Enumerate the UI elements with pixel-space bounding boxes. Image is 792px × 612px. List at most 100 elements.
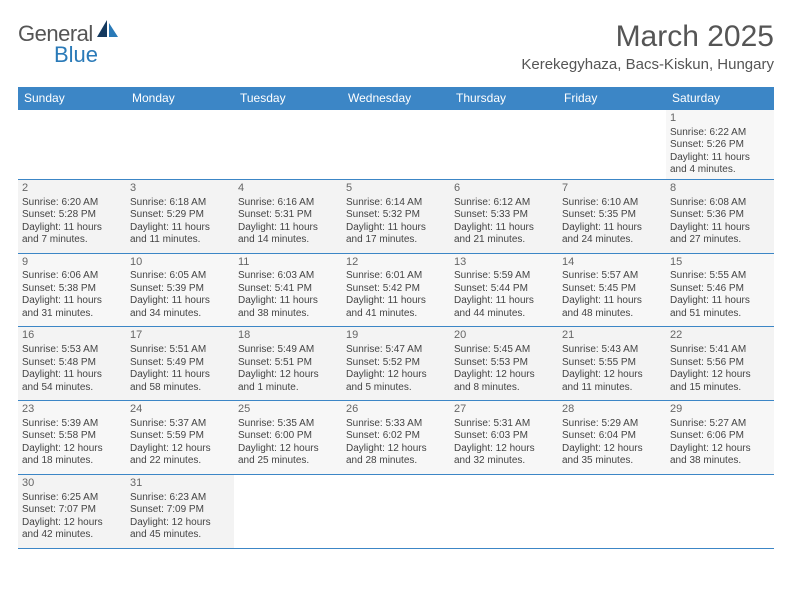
- calendar-day-cell: [666, 474, 774, 548]
- weekday-header: Saturday: [666, 87, 774, 110]
- day-number: 6: [454, 182, 554, 196]
- calendar-week-row: 2Sunrise: 6:20 AMSunset: 5:28 PMDaylight…: [18, 179, 774, 253]
- weekday-header: Sunday: [18, 87, 126, 110]
- daylight-text: and 17 minutes.: [346, 234, 446, 247]
- daylight-text: Daylight: 11 hours: [346, 222, 446, 235]
- day-number: 23: [22, 403, 122, 417]
- daylight-text: and 21 minutes.: [454, 234, 554, 247]
- daylight-text: Daylight: 11 hours: [130, 369, 230, 382]
- calendar-table: Sunday Monday Tuesday Wednesday Thursday…: [18, 87, 774, 549]
- calendar-day-cell: 2Sunrise: 6:20 AMSunset: 5:28 PMDaylight…: [18, 179, 126, 253]
- calendar-day-cell: 27Sunrise: 5:31 AMSunset: 6:03 PMDayligh…: [450, 401, 558, 475]
- location-label: Kerekegyhaza, Bacs-Kiskun, Hungary: [521, 56, 774, 73]
- daylight-text: and 4 minutes.: [670, 164, 770, 177]
- day-number: 30: [22, 477, 122, 491]
- calendar-day-cell: 26Sunrise: 5:33 AMSunset: 6:02 PMDayligh…: [342, 401, 450, 475]
- calendar-day-cell: 13Sunrise: 5:59 AMSunset: 5:44 PMDayligh…: [450, 253, 558, 327]
- day-number: 3: [130, 182, 230, 196]
- day-number: 26: [346, 403, 446, 417]
- daylight-text: and 11 minutes.: [130, 234, 230, 247]
- daylight-text: Daylight: 12 hours: [130, 443, 230, 456]
- sunset-text: Sunset: 5:32 PM: [346, 209, 446, 222]
- daylight-text: and 27 minutes.: [670, 234, 770, 247]
- daylight-text: and 15 minutes.: [670, 382, 770, 395]
- calendar-day-cell: 21Sunrise: 5:43 AMSunset: 5:55 PMDayligh…: [558, 327, 666, 401]
- daylight-text: and 1 minute.: [238, 382, 338, 395]
- sunrise-text: Sunrise: 6:12 AM: [454, 197, 554, 210]
- sunset-text: Sunset: 5:28 PM: [22, 209, 122, 222]
- sail-icon: [97, 20, 119, 38]
- sunrise-text: Sunrise: 6:18 AM: [130, 197, 230, 210]
- daylight-text: and 58 minutes.: [130, 382, 230, 395]
- daylight-text: and 11 minutes.: [562, 382, 662, 395]
- calendar-day-cell: 24Sunrise: 5:37 AMSunset: 5:59 PMDayligh…: [126, 401, 234, 475]
- sunset-text: Sunset: 5:58 PM: [22, 430, 122, 443]
- header: General March 2025 Kerekegyhaza, Bacs-Ki…: [18, 20, 774, 81]
- daylight-text: Daylight: 12 hours: [562, 369, 662, 382]
- day-number: 11: [238, 256, 338, 270]
- day-number: 18: [238, 329, 338, 343]
- calendar-day-cell: [234, 110, 342, 180]
- daylight-text: and 38 minutes.: [238, 308, 338, 321]
- daylight-text: Daylight: 11 hours: [562, 222, 662, 235]
- calendar-day-cell: [342, 474, 450, 548]
- sunset-text: Sunset: 5:42 PM: [346, 283, 446, 296]
- calendar-week-row: 23Sunrise: 5:39 AMSunset: 5:58 PMDayligh…: [18, 401, 774, 475]
- calendar-day-cell: 22Sunrise: 5:41 AMSunset: 5:56 PMDayligh…: [666, 327, 774, 401]
- daylight-text: and 22 minutes.: [130, 455, 230, 468]
- weekday-header: Wednesday: [342, 87, 450, 110]
- sunrise-text: Sunrise: 6:10 AM: [562, 197, 662, 210]
- daylight-text: and 44 minutes.: [454, 308, 554, 321]
- calendar-week-row: 16Sunrise: 5:53 AMSunset: 5:48 PMDayligh…: [18, 327, 774, 401]
- calendar-day-cell: 1Sunrise: 6:22 AMSunset: 5:26 PMDaylight…: [666, 110, 774, 180]
- day-number: 29: [670, 403, 770, 417]
- sunrise-text: Sunrise: 5:51 AM: [130, 344, 230, 357]
- calendar-day-cell: [450, 474, 558, 548]
- daylight-text: Daylight: 11 hours: [454, 295, 554, 308]
- sunset-text: Sunset: 5:44 PM: [454, 283, 554, 296]
- calendar-day-cell: [558, 110, 666, 180]
- day-number: 2: [22, 182, 122, 196]
- daylight-text: and 14 minutes.: [238, 234, 338, 247]
- sunrise-text: Sunrise: 5:41 AM: [670, 344, 770, 357]
- daylight-text: and 45 minutes.: [130, 529, 230, 542]
- sunset-text: Sunset: 5:51 PM: [238, 357, 338, 370]
- daylight-text: and 8 minutes.: [454, 382, 554, 395]
- sunrise-text: Sunrise: 5:31 AM: [454, 418, 554, 431]
- day-number: 20: [454, 329, 554, 343]
- title-block: March 2025 Kerekegyhaza, Bacs-Kiskun, Hu…: [521, 20, 774, 81]
- daylight-text: and 32 minutes.: [454, 455, 554, 468]
- sunrise-text: Sunrise: 5:57 AM: [562, 270, 662, 283]
- sunset-text: Sunset: 5:45 PM: [562, 283, 662, 296]
- day-number: 5: [346, 182, 446, 196]
- sunset-text: Sunset: 5:38 PM: [22, 283, 122, 296]
- sunset-text: Sunset: 5:26 PM: [670, 139, 770, 152]
- sunset-text: Sunset: 5:46 PM: [670, 283, 770, 296]
- sunset-text: Sunset: 6:02 PM: [346, 430, 446, 443]
- sunrise-text: Sunrise: 6:05 AM: [130, 270, 230, 283]
- daylight-text: Daylight: 11 hours: [130, 222, 230, 235]
- daylight-text: Daylight: 11 hours: [238, 295, 338, 308]
- calendar-day-cell: 18Sunrise: 5:49 AMSunset: 5:51 PMDayligh…: [234, 327, 342, 401]
- sunset-text: Sunset: 5:36 PM: [670, 209, 770, 222]
- day-number: 31: [130, 477, 230, 491]
- sunrise-text: Sunrise: 6:03 AM: [238, 270, 338, 283]
- calendar-day-cell: [450, 110, 558, 180]
- calendar-day-cell: [558, 474, 666, 548]
- calendar-day-cell: [342, 110, 450, 180]
- sunset-text: Sunset: 5:55 PM: [562, 357, 662, 370]
- daylight-text: Daylight: 12 hours: [562, 443, 662, 456]
- calendar-day-cell: 14Sunrise: 5:57 AMSunset: 5:45 PMDayligh…: [558, 253, 666, 327]
- sunrise-text: Sunrise: 5:49 AM: [238, 344, 338, 357]
- calendar-day-cell: [234, 474, 342, 548]
- sunset-text: Sunset: 5:59 PM: [130, 430, 230, 443]
- sunset-text: Sunset: 5:31 PM: [238, 209, 338, 222]
- daylight-text: Daylight: 12 hours: [22, 443, 122, 456]
- daylight-text: and 34 minutes.: [130, 308, 230, 321]
- sunrise-text: Sunrise: 6:06 AM: [22, 270, 122, 283]
- daylight-text: and 31 minutes.: [22, 308, 122, 321]
- sunset-text: Sunset: 5:56 PM: [670, 357, 770, 370]
- calendar-day-cell: 23Sunrise: 5:39 AMSunset: 5:58 PMDayligh…: [18, 401, 126, 475]
- daylight-text: and 5 minutes.: [346, 382, 446, 395]
- sunrise-text: Sunrise: 6:22 AM: [670, 127, 770, 140]
